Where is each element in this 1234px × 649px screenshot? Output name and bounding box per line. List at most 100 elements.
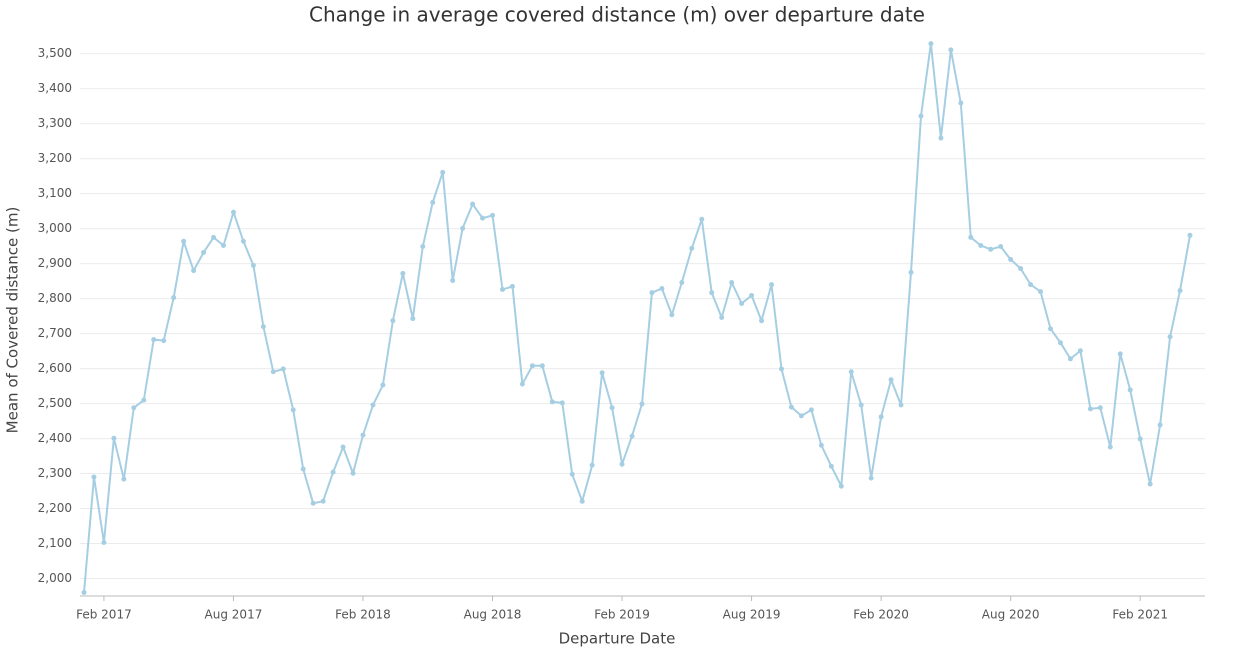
data-point <box>1077 348 1083 354</box>
data-point <box>161 338 167 344</box>
data-point <box>480 215 486 221</box>
data-point <box>659 285 665 291</box>
data-point <box>490 212 496 218</box>
data-point <box>908 269 914 275</box>
y-tick-label: 3,500 <box>38 46 72 60</box>
data-point <box>788 404 794 410</box>
y-tick-label: 3,200 <box>38 151 72 165</box>
data-point <box>1028 282 1034 288</box>
y-tick-label: 3,400 <box>38 81 72 95</box>
data-point <box>1117 351 1123 357</box>
data-point <box>968 234 974 240</box>
data-point <box>1127 387 1133 393</box>
data-point <box>131 405 137 411</box>
data-point <box>699 216 705 222</box>
data-point <box>1087 406 1093 412</box>
data-point <box>211 234 217 240</box>
data-point <box>519 381 525 387</box>
data-point <box>1097 405 1103 411</box>
data-point <box>270 369 276 375</box>
data-point <box>1018 266 1024 272</box>
data-point <box>91 474 97 480</box>
data-point <box>1038 289 1044 295</box>
data-point <box>360 432 366 438</box>
data-point <box>400 270 406 276</box>
data-point <box>280 366 286 372</box>
data-point <box>878 414 884 420</box>
data-point <box>310 500 316 506</box>
y-tick-label: 3,300 <box>38 116 72 130</box>
data-point <box>1147 481 1153 487</box>
data-point <box>1157 422 1163 428</box>
y-tick-label: 2,200 <box>38 501 72 515</box>
data-point <box>450 277 456 283</box>
data-point <box>559 400 565 406</box>
data-point <box>201 249 207 255</box>
data-point <box>1008 256 1014 262</box>
data-point <box>719 315 725 321</box>
data-point <box>589 462 595 468</box>
x-tick-label: Aug 2020 <box>982 608 1040 622</box>
data-point <box>529 363 535 369</box>
data-point <box>1177 288 1183 294</box>
y-axis-title: Mean of Covered distance (m) <box>4 207 22 434</box>
data-point <box>509 283 515 289</box>
data-point <box>759 318 765 324</box>
data-point <box>749 292 755 298</box>
data-point <box>499 287 505 293</box>
data-point <box>1057 340 1063 346</box>
data-point <box>260 324 266 330</box>
data-point <box>171 295 177 301</box>
x-tick-label: Feb 2017 <box>76 608 132 622</box>
data-point <box>111 435 117 441</box>
y-tick-label: 2,800 <box>38 291 72 305</box>
data-point <box>679 280 685 286</box>
data-point <box>81 590 87 596</box>
data-point <box>420 244 426 250</box>
data-point <box>798 413 804 419</box>
data-point <box>549 399 555 405</box>
data-point <box>818 442 824 448</box>
data-line <box>83 43 1191 593</box>
y-tick-label: 2,000 <box>38 571 72 585</box>
data-point <box>769 282 775 288</box>
data-point <box>230 209 236 215</box>
data-point <box>838 483 844 489</box>
data-point <box>639 401 645 407</box>
data-point <box>141 397 147 403</box>
data-point <box>390 318 396 324</box>
data-point <box>250 262 256 268</box>
data-point <box>440 169 446 175</box>
y-tick-label: 2,300 <box>38 466 72 480</box>
x-tick-label: Aug 2019 <box>723 608 781 622</box>
x-axis-title: Departure Date <box>559 630 676 648</box>
data-point <box>330 469 336 475</box>
chart-title: Change in average covered distance (m) o… <box>309 3 925 27</box>
data-point <box>320 498 326 504</box>
data-point <box>888 377 894 383</box>
data-point <box>599 370 605 376</box>
data-point <box>848 369 854 375</box>
data-point <box>569 471 575 477</box>
y-tick-label: 2,400 <box>38 431 72 445</box>
x-tick-label: Aug 2018 <box>464 608 522 622</box>
data-point <box>1187 232 1193 238</box>
y-tick-label: 2,600 <box>38 361 72 375</box>
data-point <box>998 244 1004 250</box>
data-point <box>340 444 346 450</box>
data-point <box>1048 326 1054 332</box>
y-tick-label: 2,500 <box>38 396 72 410</box>
data-point <box>1137 436 1143 442</box>
data-point <box>649 290 655 296</box>
data-point <box>410 316 416 322</box>
x-tick-label: Aug 2017 <box>205 608 263 622</box>
data-point <box>350 470 356 476</box>
data-point <box>709 290 715 296</box>
data-point <box>958 100 964 106</box>
data-point <box>619 461 625 467</box>
data-point <box>828 463 834 469</box>
data-point <box>460 225 466 231</box>
x-tick-label: Feb 2019 <box>594 608 650 622</box>
y-tick-label: 2,900 <box>38 256 72 270</box>
